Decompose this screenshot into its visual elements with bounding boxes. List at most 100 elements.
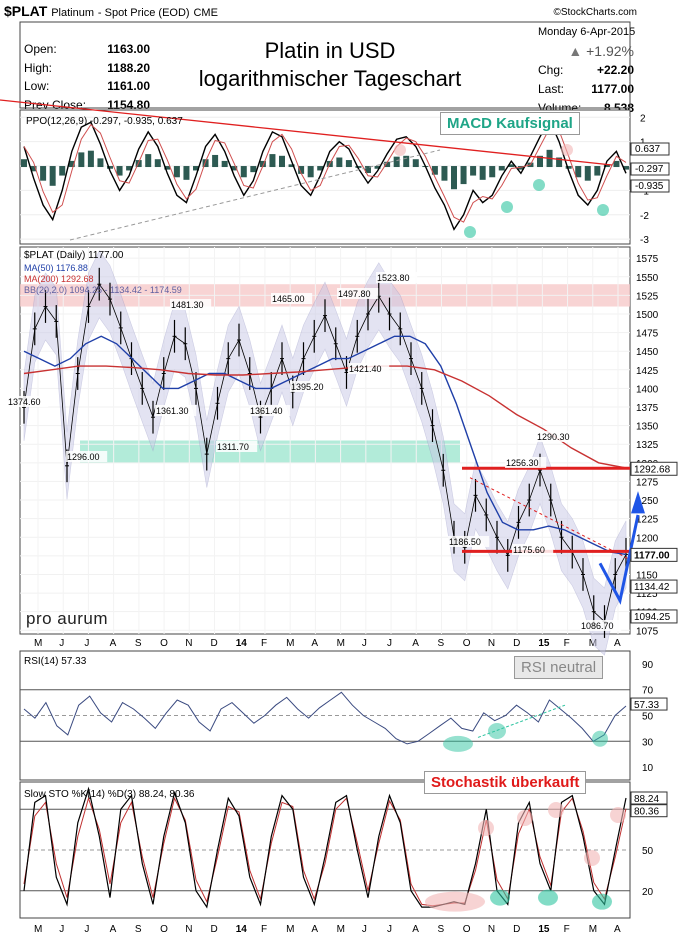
stat-label: Low:: [24, 79, 50, 93]
ppo-histogram-bar: [21, 159, 27, 168]
stat-right-value: 1177.00: [591, 82, 634, 96]
sto-x-label: J: [59, 924, 64, 935]
sto-x-label: M: [286, 924, 294, 935]
price-annotation: 1290.30: [537, 432, 570, 442]
rsi-y-tick: 50: [642, 712, 654, 723]
price-y-tick: 1550: [636, 273, 659, 284]
sto-x-label: F: [261, 924, 267, 935]
price-annotation: 1086.70: [581, 621, 614, 631]
price-annotation: 1481.30: [171, 300, 204, 310]
stat-value: 1161.00: [107, 79, 150, 93]
sto-overbought-marker: [584, 850, 600, 866]
price-y-tick: 1575: [636, 254, 659, 265]
price-annotation: 1497.80: [338, 289, 371, 299]
sto-x-label: J: [362, 924, 367, 935]
stat-right-label: Chg:: [538, 63, 564, 77]
ppo-histogram-bar: [212, 154, 219, 168]
ppo-histogram-bar: [97, 158, 104, 168]
ppo-histogram-bar: [556, 157, 563, 168]
ppo-histogram-bar: [279, 155, 285, 168]
rsi-highlight: [443, 735, 473, 752]
price-value-label: 1134.42: [634, 582, 670, 593]
ppo-value-label: -0.935: [635, 181, 664, 192]
price-annotation: 1523.80: [377, 273, 410, 283]
ma200-line: [23, 365, 627, 469]
price-line: [23, 283, 627, 623]
price-x-label: J: [387, 638, 392, 649]
sto-x-label: S: [135, 924, 142, 935]
ppo-support-line: [69, 149, 441, 241]
ppo-histogram-bar: [288, 164, 295, 168]
ppo-histogram-bar: [126, 166, 133, 171]
price-label-bg: [448, 536, 490, 547]
ppo-histogram-bar: [336, 157, 343, 168]
ppo-histogram-bar: [59, 166, 66, 176]
sto-x-label: A: [412, 924, 419, 935]
price-x-label: A: [110, 638, 117, 649]
price-label-bg: [7, 396, 49, 407]
ppo-signal-marker: [394, 144, 406, 156]
rsi-highlight: [592, 730, 608, 747]
symbol: $PLAT: [4, 3, 48, 19]
price-y-tick: 1500: [636, 310, 659, 321]
price-label-bg: [170, 299, 212, 310]
price-label-bg: [155, 405, 197, 416]
ppo-signal-marker: [501, 201, 513, 213]
ppo-legend: PPO(12,26,9) -0.297, -0.935, 0.637: [26, 116, 183, 127]
price-legend: $PLAT (Daily) 1177.00: [24, 250, 124, 261]
rsi-y-tick: 70: [642, 686, 654, 697]
chart-title-line1: Platin in USD: [264, 38, 396, 63]
stat-value: 1188.20: [107, 60, 150, 75]
stat-row: High: 1188.20: [24, 59, 150, 78]
sto-x-label: A: [311, 924, 318, 935]
sto-oversold-marker: [538, 889, 558, 906]
price-y-tick: 1075: [636, 626, 659, 637]
price-annotation: 1395.20: [291, 382, 324, 392]
price-label-bg: [249, 405, 291, 416]
ppo-histogram-bar: [594, 166, 601, 176]
ppo-histogram-bar: [374, 166, 381, 169]
sto-overbought-marker: [517, 810, 533, 826]
ppo-signal-marker: [464, 226, 476, 238]
ppo-histogram-bar: [298, 166, 305, 174]
sto-x-label: J: [387, 924, 392, 935]
price-x-label: A: [412, 638, 419, 649]
ppo-histogram-bar: [116, 166, 123, 176]
price-annotation: 1421.40: [349, 364, 382, 374]
ppo-histogram-bar: [460, 166, 467, 185]
ppo-value-box: [630, 179, 670, 193]
price-label-bg: [66, 451, 108, 462]
price-y-tick: 1450: [636, 347, 659, 358]
ppo-histogram-bar: [537, 155, 543, 168]
rsi-value-label: 57.33: [634, 700, 659, 711]
price-x-label: F: [564, 638, 570, 649]
price-y-tick: 1400: [636, 384, 659, 395]
ppo-signal-marker: [561, 144, 573, 156]
arrow-up-icon: [631, 491, 645, 514]
price-x-label: M: [34, 638, 42, 649]
ppo-y-tick: 2: [640, 113, 646, 124]
price-annotation: 1465.00: [272, 294, 305, 304]
ppo-signal-marker: [597, 204, 609, 216]
ppo-histogram-bar: [508, 164, 515, 168]
ppo-histogram-bar: [49, 166, 56, 186]
ppo-histogram-bar: [384, 161, 391, 168]
price-x-label: N: [488, 638, 495, 649]
up-triangle-icon: ▲: [568, 43, 583, 59]
price-annotation: 1256.30: [506, 458, 539, 468]
price-x-label: F: [261, 638, 267, 649]
price-label-bg: [376, 272, 418, 283]
sto-x-label: O: [463, 924, 471, 935]
price-label-bg: [337, 288, 379, 299]
price-x-label: J: [59, 638, 64, 649]
ppo-histogram-bar: [355, 166, 362, 168]
ppo-histogram-bar: [202, 159, 209, 168]
price-label-bg: [505, 457, 547, 468]
price-x-label: M: [337, 638, 345, 649]
sto-x-label: M: [337, 924, 345, 935]
ppo-histogram-bar: [412, 159, 419, 168]
price-x-label: S: [437, 638, 444, 649]
ppo-y-tick: -3: [640, 235, 649, 246]
bb-legend: BB(20,2.0) 1094.25 - 1134.42 - 1174.59: [24, 285, 182, 295]
ppo-histogram-bar: [441, 166, 448, 181]
